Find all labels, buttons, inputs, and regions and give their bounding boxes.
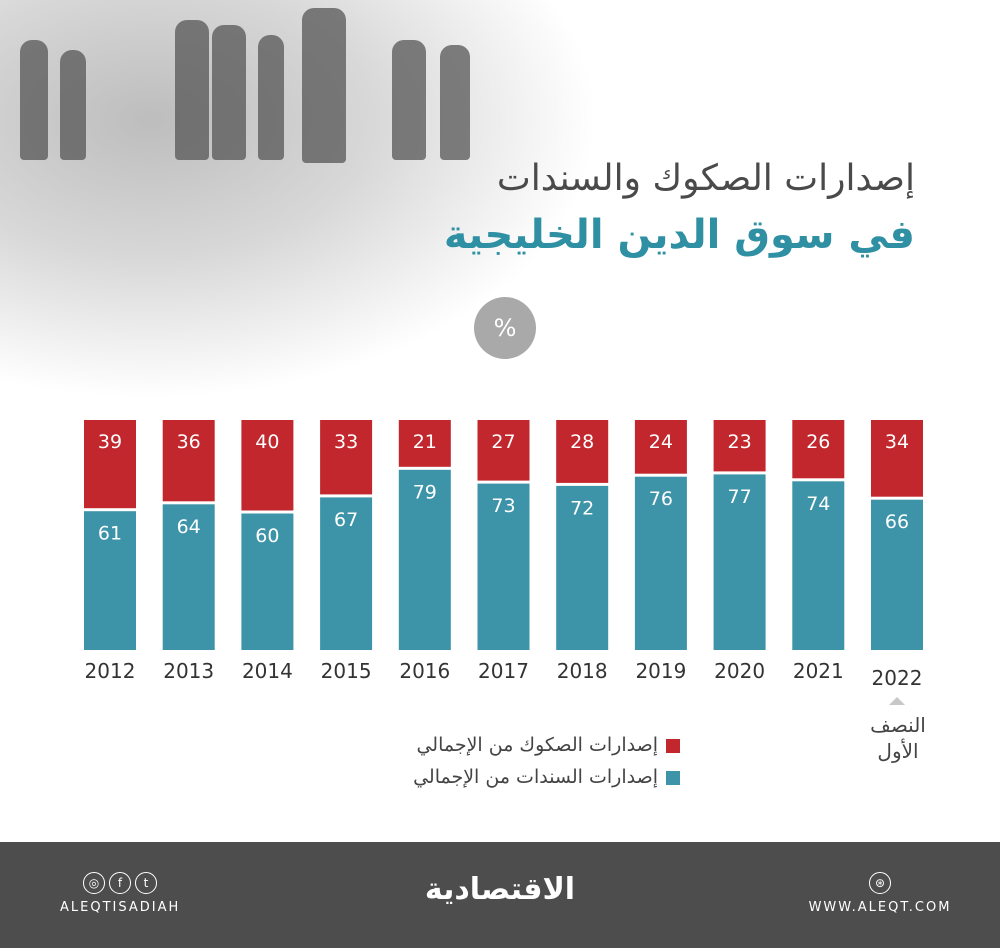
footer: ◎ f t ALEQTISADIAH الاقتصادية ⊛ WWW.ALEQT.… <box>0 842 1000 948</box>
legend-label-sukuk: إصدارات الصكوك من الإجمالي <box>416 734 658 756</box>
half-year-note: النصف الأول <box>870 713 926 763</box>
website-link[interactable]: WWW.ALEQT.COM <box>808 900 952 915</box>
x-tick-label: 2013 <box>163 659 214 683</box>
label-bonds: 60 <box>255 525 279 547</box>
label-sukuk: 23 <box>728 431 752 453</box>
label-sukuk: 40 <box>255 431 279 453</box>
label-bonds: 61 <box>98 523 122 545</box>
label-bonds: 72 <box>570 497 594 519</box>
label-bonds: 67 <box>334 509 358 531</box>
x-tick-label: 2022 <box>872 666 923 690</box>
label-sukuk: 39 <box>98 431 122 453</box>
bar-sukuk <box>477 420 530 481</box>
stacked-bar-chart: 39 61 2012 36 64 2013 40 60 2014 33 67 2015 21 79 2016… <box>84 420 923 705</box>
legend-item-sukuk: إصدارات الصكوك من الإجمالي <box>380 734 680 756</box>
x-tick-label: 2021 <box>793 659 844 683</box>
bar-bonds <box>162 504 215 650</box>
bar-sukuk <box>634 420 687 474</box>
x-tick-label: 2017 <box>478 659 529 683</box>
logo: الاقتصادية <box>424 872 576 907</box>
label-sukuk: 33 <box>334 431 358 453</box>
legend-item-bonds: إصدارات السندات من الإجمالي <box>380 766 680 788</box>
bar-sukuk <box>84 420 136 509</box>
label-bonds: 74 <box>806 493 830 515</box>
label-bonds: 77 <box>728 486 752 508</box>
bar-bonds <box>634 476 687 650</box>
bar-bonds <box>398 469 451 650</box>
title-line-2: في سوق الدين الخليجية <box>443 212 915 258</box>
bar-bonds <box>320 497 373 650</box>
legend-swatch-bonds <box>666 770 680 785</box>
bar-bonds <box>84 511 136 650</box>
label-sukuk: 27 <box>491 431 515 453</box>
bar-sukuk <box>320 420 373 495</box>
bar-sukuk <box>556 420 609 483</box>
bar-bonds <box>477 483 530 650</box>
label-sukuk: 36 <box>177 431 201 453</box>
label-sukuk: 24 <box>649 431 673 453</box>
label-bonds: 79 <box>413 481 437 503</box>
bar-sukuk <box>792 420 845 479</box>
label-sukuk: 21 <box>413 431 437 453</box>
label-bonds: 73 <box>491 495 515 517</box>
bar-bonds <box>713 474 766 650</box>
title-line-1: إصدارات الصكوك والسندات <box>496 158 915 199</box>
x-tick-label: 2020 <box>714 659 765 683</box>
facebook-icon[interactable]: f <box>109 872 131 894</box>
twitter-icon[interactable]: t <box>135 872 157 894</box>
x-tick-label: 2015 <box>321 659 372 683</box>
bar-bonds <box>792 481 845 650</box>
background-photo <box>0 0 600 400</box>
bar-bonds <box>871 499 923 650</box>
bar-bonds <box>241 513 294 650</box>
social-handle: ALEQTISADIAH <box>60 900 181 915</box>
website-block: ⊛ WWW.ALEQT.COM <box>800 872 960 915</box>
legend-swatch-sukuk <box>666 738 680 753</box>
x-tick-label: 2018 <box>557 659 608 683</box>
unit-badge: % <box>474 297 536 359</box>
x-tick-label: 2019 <box>635 659 686 683</box>
label-sukuk: 34 <box>885 431 909 453</box>
label-sukuk: 26 <box>806 431 830 453</box>
x-tick-label: 2012 <box>85 659 136 683</box>
instagram-icon[interactable]: ◎ <box>83 872 105 894</box>
bar-sukuk <box>713 420 766 472</box>
social-block: ◎ f t ALEQTISADIAH <box>60 872 180 915</box>
label-sukuk: 28 <box>570 431 594 453</box>
legend-label-bonds: إصدارات السندات من الإجمالي <box>413 766 658 788</box>
x-tick-label: 2016 <box>399 659 450 683</box>
dribbble-icon[interactable]: ⊛ <box>869 872 891 894</box>
bar-bonds <box>556 485 609 650</box>
bar-sukuk <box>871 420 923 497</box>
label-bonds: 76 <box>649 488 673 510</box>
label-bonds: 66 <box>885 511 909 533</box>
bar-sukuk <box>398 420 451 467</box>
x-tick-label: 2014 <box>242 659 293 683</box>
bar-sukuk <box>162 420 215 502</box>
bar-sukuk <box>241 420 294 511</box>
label-bonds: 64 <box>177 516 201 538</box>
note-arrow <box>889 697 905 705</box>
